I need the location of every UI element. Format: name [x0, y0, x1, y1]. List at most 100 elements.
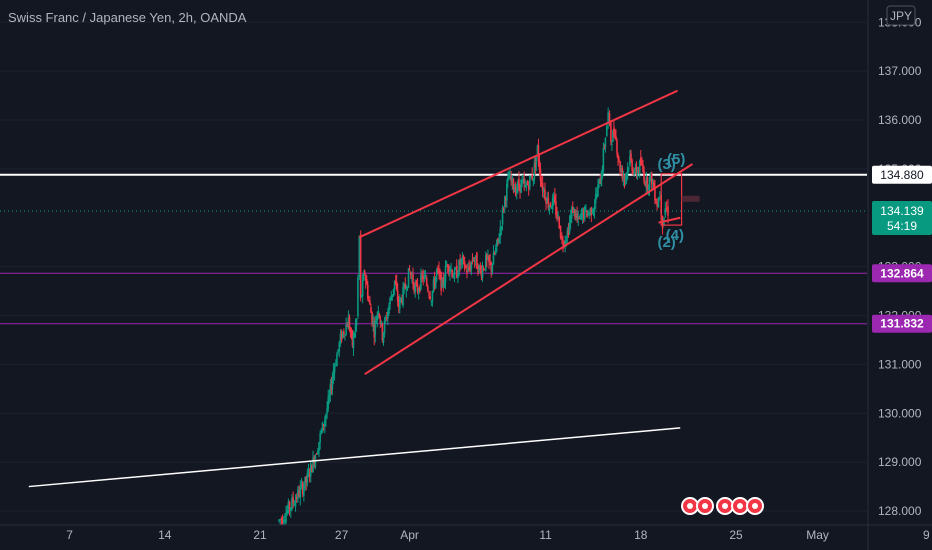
candle-body [282, 520, 285, 522]
candle-body [420, 274, 422, 290]
candle-body [651, 182, 654, 183]
x-tick-label: 14 [158, 528, 172, 542]
candle-body [376, 313, 379, 320]
candle [434, 276, 437, 289]
candle-body [545, 198, 547, 204]
candle-body [491, 264, 494, 273]
candle [596, 187, 598, 199]
candle-body [598, 178, 600, 182]
candle [554, 187, 556, 205]
candle-body [446, 264, 449, 267]
wave-label: (2) [657, 234, 675, 251]
y-tick-label: 128.000 [878, 504, 922, 518]
event-icons[interactable] [681, 497, 764, 515]
trendline-wave-floor[interactable] [658, 216, 681, 224]
candle [615, 129, 617, 141]
candle-body [308, 473, 311, 477]
trendline-channel-lower[interactable] [364, 163, 694, 376]
candle [389, 296, 391, 310]
candle-body [504, 196, 506, 208]
candle-body [650, 172, 653, 185]
currency-badge[interactable] [886, 5, 916, 26]
candle-body [499, 227, 502, 238]
wave-marker [681, 195, 700, 202]
x-tick-label: Apr [400, 528, 419, 542]
candle [533, 156, 536, 184]
candle [535, 155, 538, 172]
candle-body [643, 171, 645, 182]
candle-body [590, 207, 593, 216]
candle [281, 514, 284, 525]
candle-body [619, 161, 621, 172]
candle [564, 235, 566, 253]
candle [575, 209, 577, 221]
candle [468, 259, 470, 272]
candle [642, 159, 644, 173]
trendline-support-line[interactable] [28, 427, 681, 488]
candle-body [370, 307, 372, 313]
candle-body [634, 167, 637, 170]
candle-body [637, 170, 640, 172]
candle-body [577, 216, 580, 219]
candle-body [587, 212, 589, 215]
candle-body [592, 209, 595, 215]
candle-body [366, 284, 369, 299]
candle-body [280, 518, 283, 520]
candle [467, 262, 469, 273]
candle [360, 294, 363, 298]
candle [514, 181, 517, 197]
event-icon-dot [702, 503, 708, 509]
candle [420, 268, 422, 291]
candle-body [384, 317, 387, 319]
candle-body [482, 268, 485, 270]
candle-body [597, 184, 599, 197]
candle [421, 270, 423, 283]
candle-body [357, 277, 359, 317]
candle-body [520, 179, 522, 193]
candle-body [424, 277, 427, 279]
candle-body [303, 486, 305, 496]
candle [373, 317, 376, 346]
candle [631, 158, 633, 175]
candle-body [388, 305, 390, 314]
candle-body [629, 156, 631, 166]
candle-body [512, 179, 515, 190]
candle-body [467, 268, 469, 272]
event-icon-dot [752, 503, 758, 509]
candle [444, 260, 447, 290]
candle [424, 270, 427, 280]
candle-body [404, 283, 407, 289]
wave-label: (3) [657, 156, 675, 173]
candle [590, 206, 593, 222]
x-tick-label: May [806, 528, 829, 542]
time-axis[interactable] [0, 525, 867, 550]
countdown-label: 54:19 [887, 219, 917, 233]
candle-body [390, 296, 393, 301]
price-label: 131.832 [880, 317, 924, 331]
candle-body [321, 422, 324, 433]
plot-area[interactable]: (5)(3) (4)(2) [0, 21, 867, 529]
candle [657, 196, 660, 208]
candle [403, 282, 405, 295]
candle-body [433, 278, 436, 287]
candle [623, 174, 626, 189]
candle-body [353, 334, 356, 337]
candle [407, 268, 410, 288]
candle [382, 331, 385, 346]
candle [350, 327, 353, 340]
candle-body [414, 284, 417, 292]
candle-body [434, 276, 437, 288]
candle-body [292, 497, 294, 504]
candle-body [600, 177, 603, 187]
trendline-channel-upper[interactable] [358, 89, 678, 239]
candle [455, 259, 458, 279]
candle [509, 168, 511, 180]
candle [602, 142, 605, 175]
candle [381, 322, 384, 343]
candle [384, 315, 387, 325]
candle [474, 255, 477, 266]
x-tick-label: 27 [335, 528, 349, 542]
candle-body [436, 269, 438, 276]
candle [392, 288, 395, 297]
